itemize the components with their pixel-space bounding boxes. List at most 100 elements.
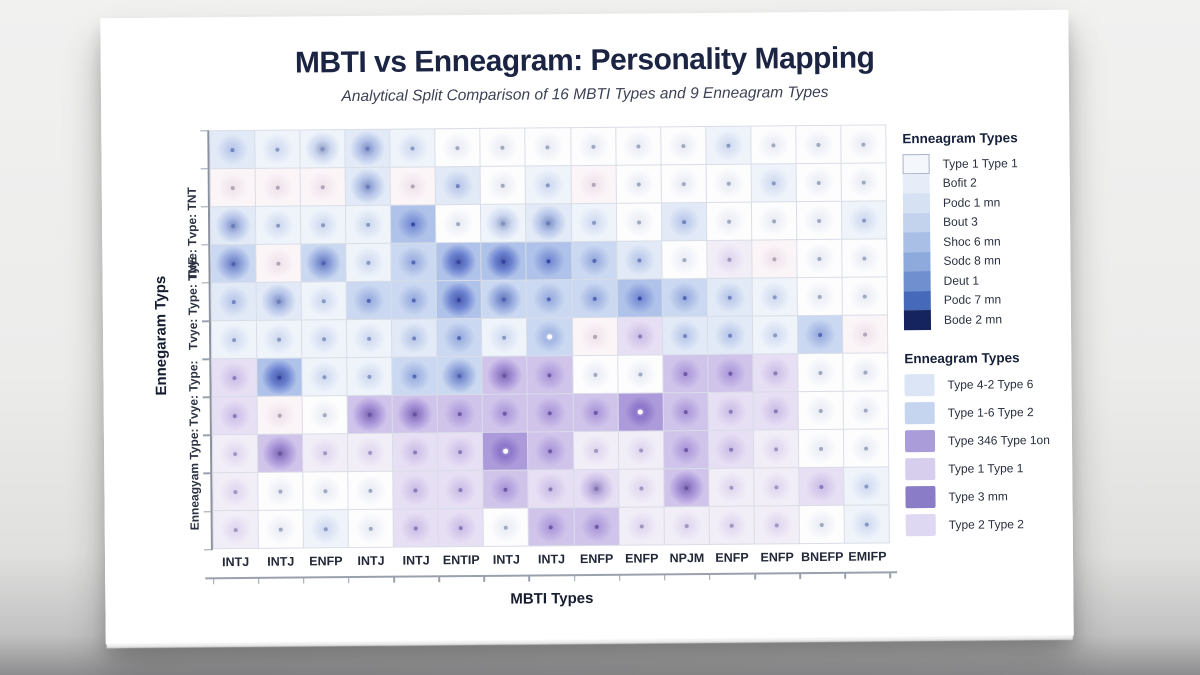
heatmap-cell xyxy=(663,392,708,431)
heatmap-cell xyxy=(392,395,438,433)
cell-dot xyxy=(864,484,869,489)
cell-dot xyxy=(545,144,550,149)
heatmap-cell xyxy=(390,129,435,167)
heatmap-cell xyxy=(527,356,573,394)
heatmap-cell xyxy=(346,281,392,320)
cell-dot xyxy=(636,182,641,187)
cell-dot xyxy=(320,184,325,189)
cell-dot xyxy=(682,295,687,300)
x-axis-tick xyxy=(889,572,892,579)
heatmap-cell xyxy=(257,358,302,396)
heatmap-cell xyxy=(483,470,529,508)
heatmap-cell xyxy=(663,468,709,507)
cell-dot xyxy=(368,450,373,455)
cell-dot xyxy=(636,144,641,149)
heatmap-cell xyxy=(348,471,393,510)
heatmap-cell xyxy=(345,167,391,206)
cell-dot xyxy=(549,524,554,529)
legend-swatch xyxy=(903,290,931,311)
heatmap-cell xyxy=(480,166,526,204)
heatmap-cell xyxy=(437,356,482,395)
heatmap-cell xyxy=(661,240,707,279)
heatmap-cell xyxy=(796,201,842,240)
cell-dot xyxy=(413,411,418,417)
y-axis-tick xyxy=(203,548,211,551)
x-axis-label: ENTIP xyxy=(442,552,480,568)
x-axis-label: INTJ xyxy=(492,552,520,567)
heatmap-cell xyxy=(391,205,436,243)
axis-ticks xyxy=(100,10,1068,585)
y-axis-tick-label: Tvye: Type: xyxy=(186,360,201,427)
cell-dot xyxy=(547,334,553,340)
heatmap-cell xyxy=(525,128,571,166)
x-axis-tick xyxy=(573,575,576,582)
heatmap-cell xyxy=(752,240,797,278)
heatmap-cell xyxy=(435,166,481,205)
heatmap-cell xyxy=(708,392,753,430)
heatmap-cell xyxy=(211,244,256,283)
heatmap-cell xyxy=(571,165,616,204)
cell-dot xyxy=(546,182,551,187)
heatmap-cell xyxy=(706,202,752,240)
heatmap-cell xyxy=(436,242,481,281)
chart-subtitle: Analytical Split Comparison of 16 MBTI T… xyxy=(341,83,829,106)
heatmap-cell xyxy=(438,470,483,509)
legend-item: Type 1 Type 1 xyxy=(905,457,1073,481)
legend-swatch xyxy=(904,401,935,425)
legend-label: Bode 2 mn xyxy=(943,312,1003,327)
heatmap-cell xyxy=(842,315,888,353)
cell-dot xyxy=(816,218,821,223)
heatmap-cell xyxy=(256,282,302,320)
cell-dot xyxy=(456,221,461,226)
x-axis-tick xyxy=(528,575,531,582)
heatmap-cell xyxy=(483,508,529,546)
heatmap-cell xyxy=(661,164,706,203)
legend-item: Type 1-6 Type 2 xyxy=(904,401,1073,425)
cell-dot xyxy=(728,409,733,414)
legend-purple: Enneagram Types Type 4-2 Type 6 Type 1-6 … xyxy=(904,350,1074,542)
heatmap-cell xyxy=(526,204,571,242)
cell-dot xyxy=(366,260,371,265)
heatmap-cell xyxy=(393,509,439,547)
heatmap-cell xyxy=(302,320,347,358)
cell-dot xyxy=(365,146,370,151)
y-axis-tick xyxy=(203,510,211,513)
x-axis-tick xyxy=(212,578,215,585)
legend-label: Type 1-6 Type 2 xyxy=(947,405,1034,420)
heatmap-cell xyxy=(482,356,528,394)
heatmap-cell xyxy=(348,509,394,548)
heatmap-cell xyxy=(527,318,572,356)
heatmap-cell xyxy=(303,472,348,510)
heatmap-cell xyxy=(436,204,481,243)
x-axis-label: BNEFP xyxy=(801,549,844,565)
heatmap-cell xyxy=(348,433,393,472)
heatmap-cell xyxy=(753,392,798,430)
y-axis-tick xyxy=(202,396,210,399)
heatmap-cell xyxy=(753,430,799,468)
heatmap-cell xyxy=(843,391,888,429)
cell-dot xyxy=(637,334,642,339)
heatmap-cell xyxy=(213,510,258,549)
legend-swatch xyxy=(903,309,932,330)
cell-dot xyxy=(277,337,282,342)
cell-dot xyxy=(410,145,415,151)
heatmap-cell xyxy=(528,432,573,470)
x-axis-label: INTJ xyxy=(402,553,430,568)
heatmap-cell xyxy=(841,163,886,201)
cell-dot xyxy=(232,337,237,342)
heatmap-cell xyxy=(346,205,391,244)
heatmap-cell xyxy=(346,243,391,282)
cell-dot xyxy=(278,451,283,456)
cell-dot xyxy=(546,258,551,263)
heatmap-cell xyxy=(617,317,662,355)
legend-blue-items: Type 1 Type 1 Bofit 2 Podc 1 mn Bout 3 Shoc … xyxy=(902,153,1073,330)
heatmap-cell xyxy=(616,203,661,241)
y-axis-tick xyxy=(200,205,208,208)
cell-dot xyxy=(863,332,868,337)
legend-purple-items: Type 4-2 Type 6 Type 1-6 Type 2 Type 346 T… xyxy=(904,373,1073,537)
cell-dot xyxy=(458,487,463,492)
cell-dot xyxy=(818,446,823,451)
heatmap-cell xyxy=(843,353,888,391)
cell-dot xyxy=(817,332,822,337)
heatmap-cell xyxy=(573,431,618,470)
